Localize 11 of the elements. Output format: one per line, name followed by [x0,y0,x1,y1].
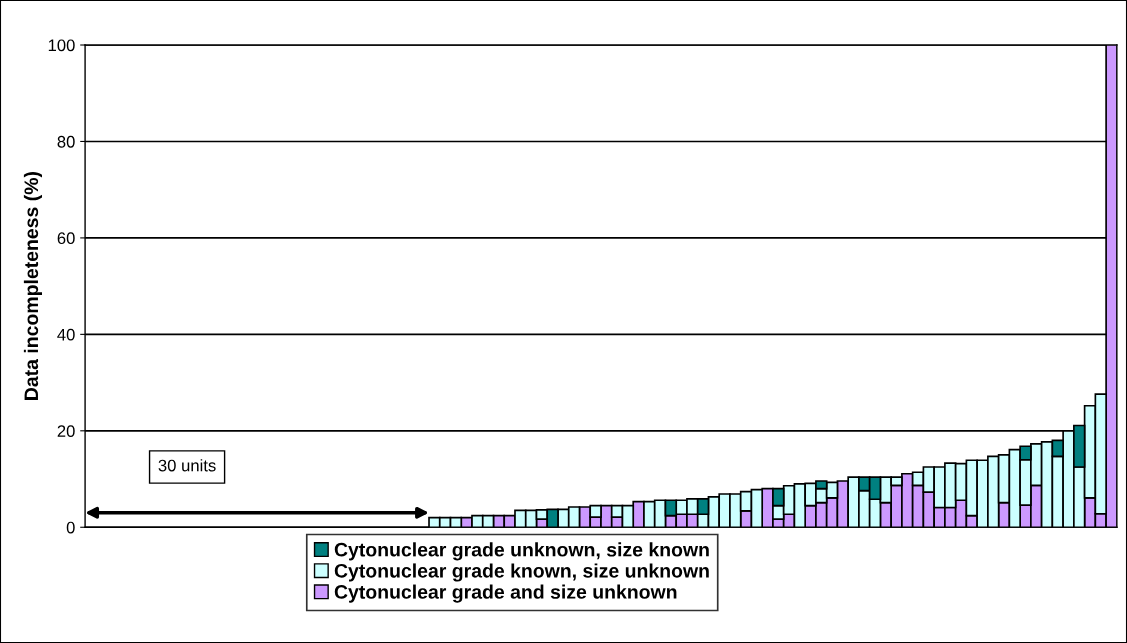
legend-label: Cytonuclear grade and size unknown [334,584,677,603]
y-tick-label: 40 [57,328,75,341]
legend-label: Cytonuclear grade unknown, size known [334,542,709,561]
y-tick-label: 20 [57,425,75,438]
y-tick-label: 100 [48,39,75,52]
y-axis-title: Data incompleteness (%) [23,172,43,400]
y-tick-label: 0 [66,521,75,534]
y-tick-label: 80 [57,135,75,148]
annotation: 30 units [158,459,216,472]
y-tick-label: 60 [57,232,75,245]
legend-label: Cytonuclear grade known, size unknown [334,563,709,582]
